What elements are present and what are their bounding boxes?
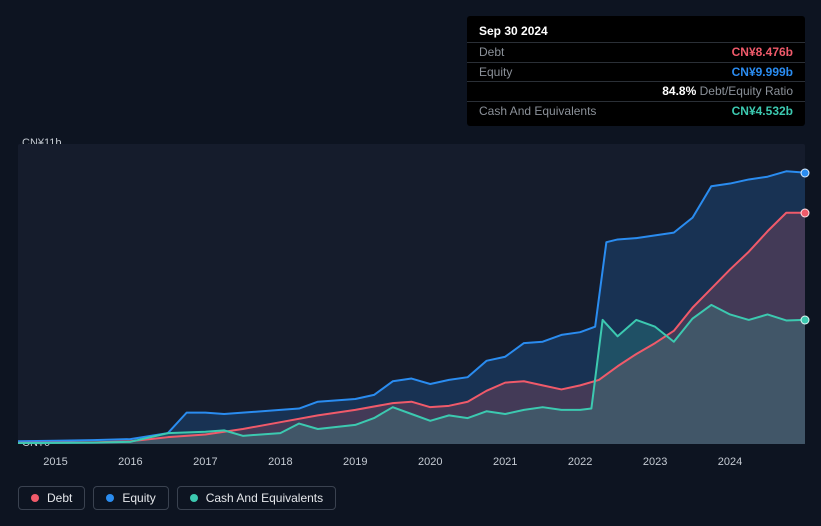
tooltip-row-label: Equity [479,65,512,79]
legend-label: Equity [122,491,155,505]
legend-dot-icon [190,494,198,502]
tooltip-row-value: CN¥4.532b [732,104,793,118]
x-tick-label: 2024 [718,456,742,468]
x-tick-label: 2023 [643,456,667,468]
x-tick-label: 2015 [43,456,67,468]
x-tick-label: 2022 [568,456,592,468]
legend-item-cash[interactable]: Cash And Equivalents [177,486,336,510]
tooltip-row: Equity CN¥9.999b [467,62,805,81]
legend-label: Cash And Equivalents [206,491,323,505]
x-tick-label: 2020 [418,456,442,468]
x-tick-label: 2021 [493,456,517,468]
chart-plot-area[interactable] [18,144,805,444]
end-marker-debt [801,208,810,217]
legend-dot-icon [106,494,114,502]
data-tooltip: Sep 30 2024 Debt CN¥8.476b Equity CN¥9.999b… [467,16,805,126]
tooltip-date: Sep 30 2024 [467,22,805,42]
tooltip-row: Debt CN¥8.476b [467,42,805,61]
chart-legend: Debt Equity Cash And Equivalents [18,486,336,510]
tooltip-row-label: Debt [479,45,504,59]
x-tick-label: 2018 [268,456,292,468]
tooltip-row: 84.8% Debt/Equity Ratio [467,81,805,100]
legend-label: Debt [47,491,72,505]
legend-dot-icon [31,494,39,502]
tooltip-row-value: 84.8% Debt/Equity Ratio [662,84,793,98]
tooltip-row-value: CN¥8.476b [732,45,793,59]
legend-item-equity[interactable]: Equity [93,486,168,510]
end-marker-cash [801,315,810,324]
tooltip-row-label: Cash And Equivalents [479,104,596,118]
legend-item-debt[interactable]: Debt [18,486,85,510]
x-axis-labels: 2015 2016 2017 2018 2019 2020 2021 2022 2023 2024 [18,450,805,470]
x-tick-label: 2017 [193,456,217,468]
tooltip-row-value: CN¥9.999b [732,65,793,79]
x-tick-label: 2019 [343,456,367,468]
tooltip-row: Cash And Equivalents CN¥4.532b [467,101,805,120]
end-marker-equity [801,168,810,177]
x-tick-label: 2016 [118,456,142,468]
